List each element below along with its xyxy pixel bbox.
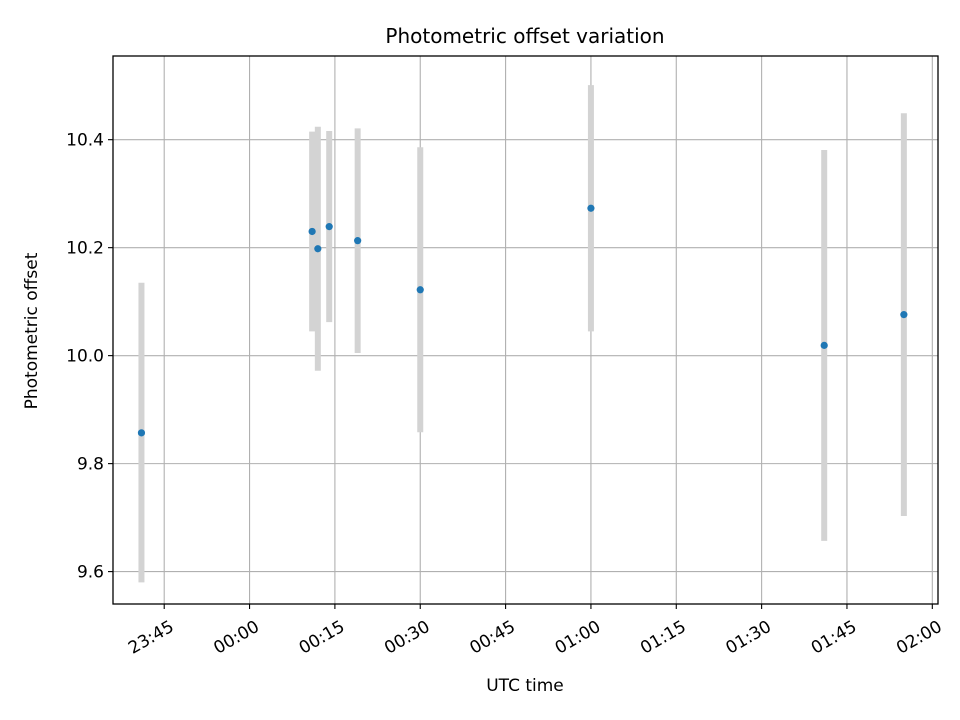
chart-title: Photometric offset variation [385, 24, 664, 48]
data-point [325, 223, 333, 231]
y-tick-label: 9.6 [77, 563, 104, 583]
data-point [900, 311, 908, 319]
data-point [308, 227, 316, 236]
data-point [354, 237, 362, 245]
grid [113, 56, 938, 604]
y-tick-label: 10.4 [66, 131, 104, 151]
y-tick-label: 10.2 [66, 239, 104, 259]
data-point [820, 341, 828, 349]
x-axis-label: UTC time [486, 676, 564, 696]
data-points [137, 204, 908, 437]
data-point [314, 245, 322, 253]
plot-frame [112, 55, 939, 605]
data-point [137, 429, 146, 437]
data-point [587, 204, 595, 212]
y-axis-label: Photometric offset [22, 252, 42, 409]
y-tick-label: 9.8 [77, 455, 104, 475]
data-point [416, 286, 424, 294]
y-axis-ticks: 9.6 9.8 10.0 10.2 10.4 [66, 131, 113, 583]
y-tick-label: 10.0 [66, 347, 104, 367]
